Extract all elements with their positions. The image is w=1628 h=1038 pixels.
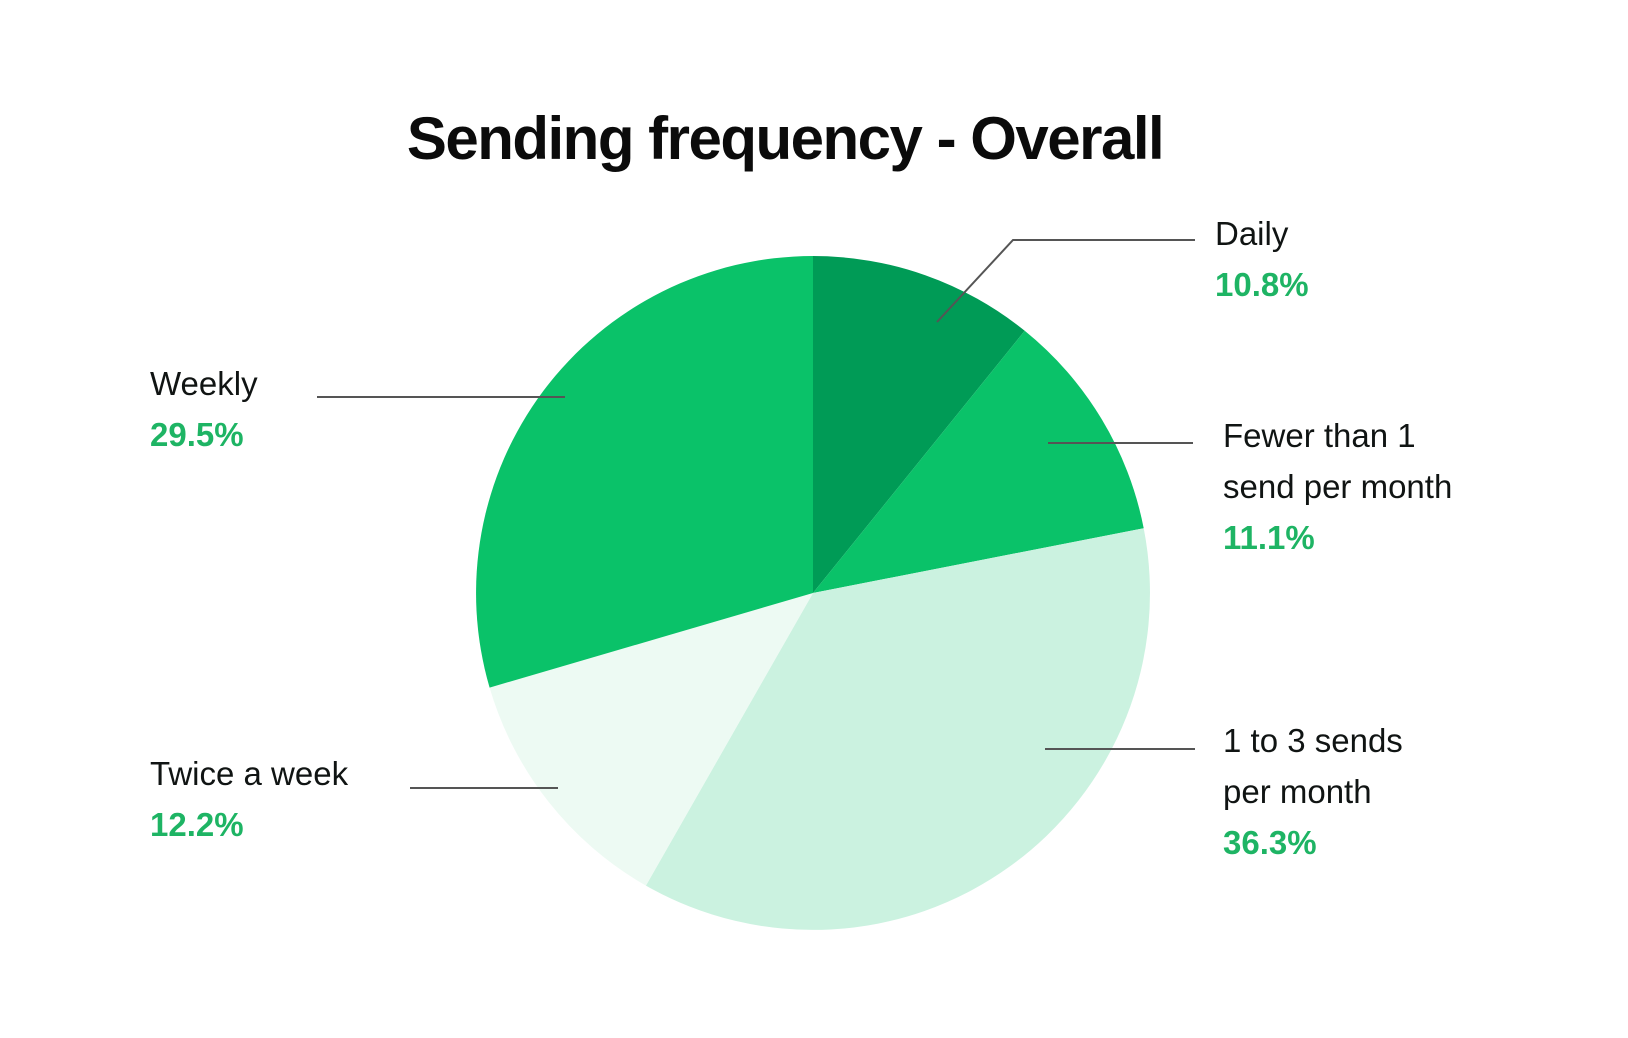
label-fewer-than-1: Fewer than 1 send per month 11.1%	[1223, 410, 1473, 563]
pie-slice-3	[489, 593, 813, 886]
label-weekly: Weekly 29.5%	[150, 358, 258, 460]
label-fewer-than-1-pct: 11.1%	[1223, 519, 1315, 556]
chart-title: Sending frequency - Overall	[406, 105, 1165, 173]
label-1-to-3-sends-pct: 36.3%	[1223, 824, 1317, 861]
leader-line-daily	[936, 239, 1195, 323]
label-daily-name: Daily	[1215, 215, 1289, 252]
label-twice-a-week-pct: 12.2%	[150, 806, 244, 843]
label-1-to-3-sends-name: 1 to 3 sends per month	[1223, 722, 1403, 810]
pie	[476, 256, 1150, 930]
label-weekly-name: Weekly	[150, 365, 258, 402]
pie-slice-1	[813, 330, 1144, 593]
leader-lines	[317, 239, 1195, 789]
pie-slice-0	[813, 256, 1025, 593]
label-1-to-3-sends: 1 to 3 sends per month 36.3%	[1223, 715, 1443, 868]
pie-slice-2	[645, 528, 1150, 930]
label-twice-a-week-name: Twice a week	[150, 755, 349, 792]
label-daily: Daily 10.8%	[1215, 208, 1309, 310]
label-weekly-pct: 29.5%	[150, 416, 244, 453]
label-daily-pct: 10.8%	[1215, 266, 1309, 303]
label-twice-a-week: Twice a week 12.2%	[150, 748, 348, 850]
pie-slice-4	[476, 256, 813, 688]
label-fewer-than-1-name: Fewer than 1 send per month	[1223, 417, 1453, 505]
